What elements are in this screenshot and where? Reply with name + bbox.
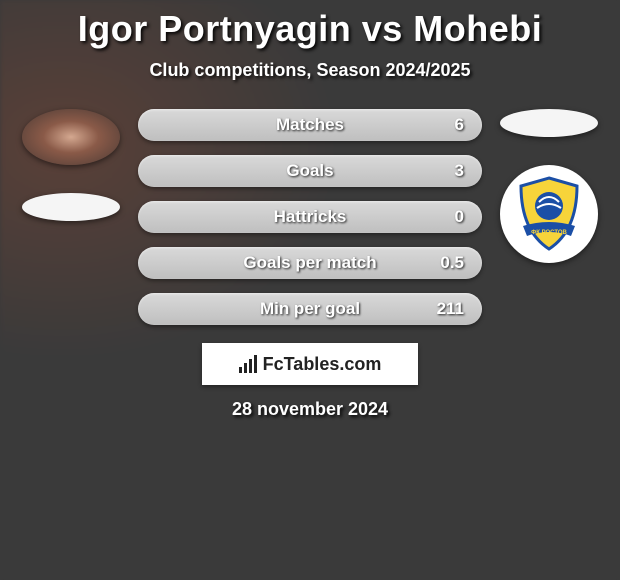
stat-label: Hattricks bbox=[198, 207, 422, 227]
stat-row-matches: Matches 6 bbox=[138, 109, 482, 141]
stat-row-hattricks: Hattricks 0 bbox=[138, 201, 482, 233]
club-badge-right: ФК РОСТОВ bbox=[500, 165, 598, 263]
blank-oval-right bbox=[500, 109, 598, 137]
date-line: 28 november 2024 bbox=[0, 399, 620, 420]
content-row: Matches 6 Goals 3 Hattricks 0 Goals per … bbox=[0, 109, 620, 325]
stat-right-value: 3 bbox=[422, 161, 464, 181]
svg-text:ФК РОСТОВ: ФК РОСТОВ bbox=[531, 230, 567, 236]
watermark: FcTables.com bbox=[202, 343, 418, 385]
stat-right-value: 6 bbox=[422, 115, 464, 135]
bars-icon bbox=[239, 355, 257, 373]
blank-oval-left bbox=[22, 193, 120, 221]
page-title: Igor Portnyagin vs Mohebi bbox=[0, 8, 620, 50]
club-crest-icon: ФК РОСТОВ bbox=[509, 174, 589, 254]
stat-right-value: 0 bbox=[422, 207, 464, 227]
stats-column: Matches 6 Goals 3 Hattricks 0 Goals per … bbox=[138, 109, 482, 325]
player-photo-left bbox=[22, 109, 120, 165]
left-column bbox=[16, 109, 126, 221]
stat-label: Matches bbox=[198, 115, 422, 135]
infographic-container: Igor Portnyagin vs Mohebi Club competiti… bbox=[0, 0, 620, 420]
stat-label: Min per goal bbox=[198, 299, 422, 319]
right-column: ФК РОСТОВ bbox=[494, 109, 604, 263]
stat-row-gpm: Goals per match 0.5 bbox=[138, 247, 482, 279]
subtitle: Club competitions, Season 2024/2025 bbox=[0, 60, 620, 81]
stat-right-value: 0.5 bbox=[422, 253, 464, 273]
watermark-text: FcTables.com bbox=[263, 354, 382, 375]
stat-right-value: 211 bbox=[422, 299, 464, 319]
stat-row-mpg: Min per goal 211 bbox=[138, 293, 482, 325]
stat-row-goals: Goals 3 bbox=[138, 155, 482, 187]
stat-label: Goals bbox=[198, 161, 422, 181]
stat-label: Goals per match bbox=[198, 253, 422, 273]
